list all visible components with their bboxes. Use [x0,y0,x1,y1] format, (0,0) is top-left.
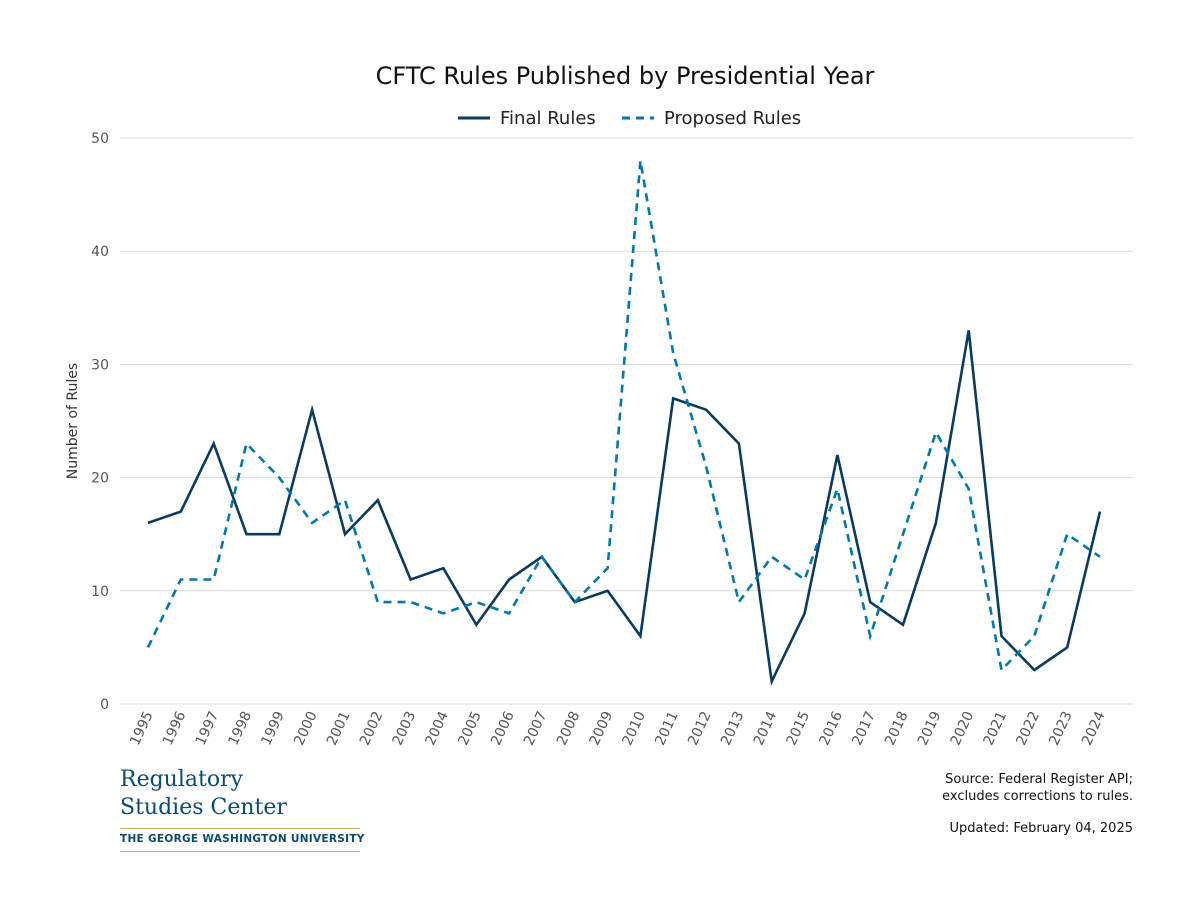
x-tick-label: 2002 [357,709,387,748]
x-tick-label: 2009 [587,709,617,748]
x-tick-label: 2013 [718,709,748,748]
y-axis-label: Number of Rules [65,363,81,479]
line-chart: CFTC Rules Published by Presidential Yea… [65,62,1133,748]
x-tick-label: 2008 [554,709,584,748]
y-tick-label: 40 [91,244,109,260]
series-line-proposed-rules [146,160,1101,673]
x-tick-label: 2012 [685,709,715,748]
source-note: Source: Federal Register API; excludes c… [942,771,1133,805]
x-tick-label: 2003 [390,709,420,748]
x-tick-label: 2024 [1079,709,1109,748]
x-tick-label: 2018 [882,709,912,748]
x-tick-label: 2006 [488,709,518,748]
x-tick-label: 2023 [1046,709,1076,748]
series-line-final-rules [147,330,1102,686]
x-tick-label: 2020 [948,709,978,748]
x-tick-label: 2016 [816,709,846,748]
logo-line2: Studies Center [120,795,287,820]
x-tick-label: 2005 [455,709,485,748]
y-tick-label: 20 [91,471,109,487]
x-tick-label: 2014 [751,709,781,748]
x-tick-label: 2004 [423,709,453,748]
logo-university: THE GEORGE WASHINGTON UNIVERSITY [120,833,365,845]
source-line2: excludes corrections to rules. [942,789,1133,804]
x-tick-label: 1998 [226,709,256,748]
x-tick-label: 1997 [193,709,223,748]
x-tick-label: 2017 [849,709,879,748]
x-tick-label: 1999 [258,709,288,748]
x-tick-label: 2007 [521,709,551,748]
updated-date: Updated: February 04, 2025 [949,821,1133,836]
y-tick-label: 0 [100,697,109,713]
x-tick-label: 2010 [619,709,649,748]
logo-rule-bottom [120,851,360,852]
x-tick-label: 2021 [981,709,1011,748]
source-line1: Source: Federal Register API; [945,772,1133,787]
legend: Final Rules Proposed Rules [458,108,801,129]
chart-title: CFTC Rules Published by Presidential Yea… [376,62,875,90]
x-tick-label: 2022 [1013,709,1043,748]
x-tick-label: 1995 [127,709,157,748]
logo-rule [120,828,360,829]
legend-proposed-label: Proposed Rules [664,108,801,129]
rsc-logo: Regulatory Studies Center THE GEORGE WAS… [120,766,365,856]
x-tick-label: 2000 [291,709,321,748]
logo-line1: Regulatory [120,767,244,792]
legend-final-label: Final Rules [500,108,596,129]
x-tick-label: 2001 [324,709,354,748]
y-tick-label: 30 [91,357,109,373]
y-tick-label: 50 [91,131,109,147]
x-tick-label: 2011 [652,709,682,748]
x-tick-label: 1996 [160,709,190,748]
y-tick-label: 10 [91,584,109,600]
x-tick-label: 2019 [915,709,945,748]
x-tick-label: 2015 [784,709,814,748]
